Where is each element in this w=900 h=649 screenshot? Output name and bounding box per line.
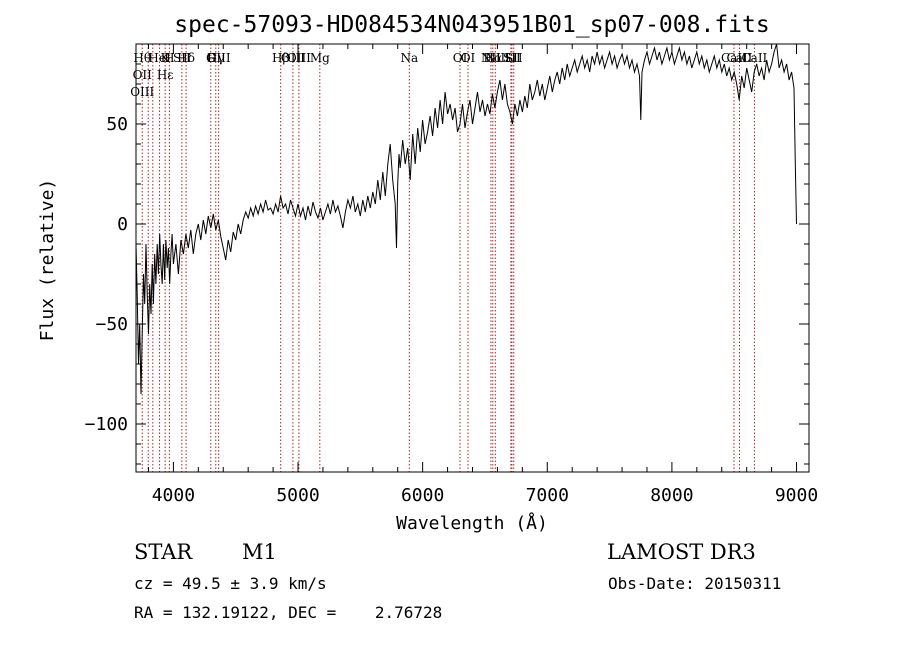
spectral-line-label: NII: [481, 51, 501, 65]
spectral-line-label: CaII: [741, 51, 767, 65]
y-tick-label: −100: [85, 414, 128, 435]
spectral-line-label: SII: [505, 51, 523, 65]
spectral-line-label: Hβ: [272, 51, 289, 65]
y-tick-label: 0: [117, 214, 128, 235]
plot-axes: [135, 43, 810, 473]
spectral-line-label: Hα: [484, 51, 503, 65]
spectral-line-label: HeI: [148, 51, 171, 65]
spectral-line-label: Li: [505, 51, 517, 65]
x-tick-label: 9000: [775, 485, 818, 506]
spectral-line-label: G: [206, 51, 216, 65]
observation-date: Obs-Date: 20150311: [608, 574, 782, 593]
spectral-line-label: Na: [400, 51, 418, 65]
spectral-line-label: H: [164, 51, 174, 65]
spectral-line-label: SII: [503, 51, 521, 65]
spectral-line-label: K: [161, 51, 171, 65]
spectral-line-label: CaII: [721, 51, 747, 65]
spectral-line-label: OII: [133, 68, 153, 82]
spectral-line-label: Hθ: [133, 51, 151, 65]
object-subclass: M1: [242, 540, 277, 564]
x-axis-label: Wavelength (Å): [396, 512, 548, 534]
redshift-cz: cz = 49.5 ± 3.9 km/s: [134, 574, 327, 593]
spectral-line-label: Mg: [310, 51, 330, 65]
object-class: STAR: [134, 540, 193, 564]
y-tick-label: 50: [106, 114, 128, 135]
spectral-line-label: Hγ: [207, 51, 225, 65]
x-tick-label: 6000: [401, 485, 444, 506]
spectrum-line: [135, 43, 797, 395]
plot-frame: [135, 43, 810, 473]
spectral-line-markers: [141, 44, 755, 472]
x-tick-label: 7000: [526, 485, 569, 506]
spectral-line-label: CaII: [727, 51, 753, 65]
coordinates: RA = 132.19122, DEC = 2.76728: [134, 603, 443, 622]
y-axis-label: Flux (relative): [37, 179, 58, 342]
spectral-line-label: Hε: [157, 68, 174, 82]
x-tick-label: 8000: [650, 485, 693, 506]
spectral-line-label: SII: [173, 51, 191, 65]
x-tick-label: 5000: [276, 485, 319, 506]
spectral-line-label: NII: [485, 51, 505, 65]
y-tick-label: −50: [95, 314, 128, 335]
spectral-line-label: OIII: [130, 85, 154, 99]
spectral-line-label: OIII: [287, 51, 311, 65]
spectral-line-label: Hδ: [177, 51, 195, 65]
x-tick-label: 4000: [152, 485, 195, 506]
spectral-line-label: OIII: [207, 51, 231, 65]
spectral-line-label: OI: [453, 51, 468, 65]
axis-ticks: [136, 43, 809, 472]
survey-name: LAMOST DR3: [607, 540, 756, 564]
chart-title: spec-57093-HD084534N043951B01_sp07-008.f…: [174, 12, 769, 38]
spectral-line-label: OIII: [281, 51, 305, 65]
spectral-line-label: OI: [461, 51, 476, 65]
axis-tick-labels: 4000 5000 6000 7000 8000 9000 −100 −50 0 50: [85, 114, 819, 506]
